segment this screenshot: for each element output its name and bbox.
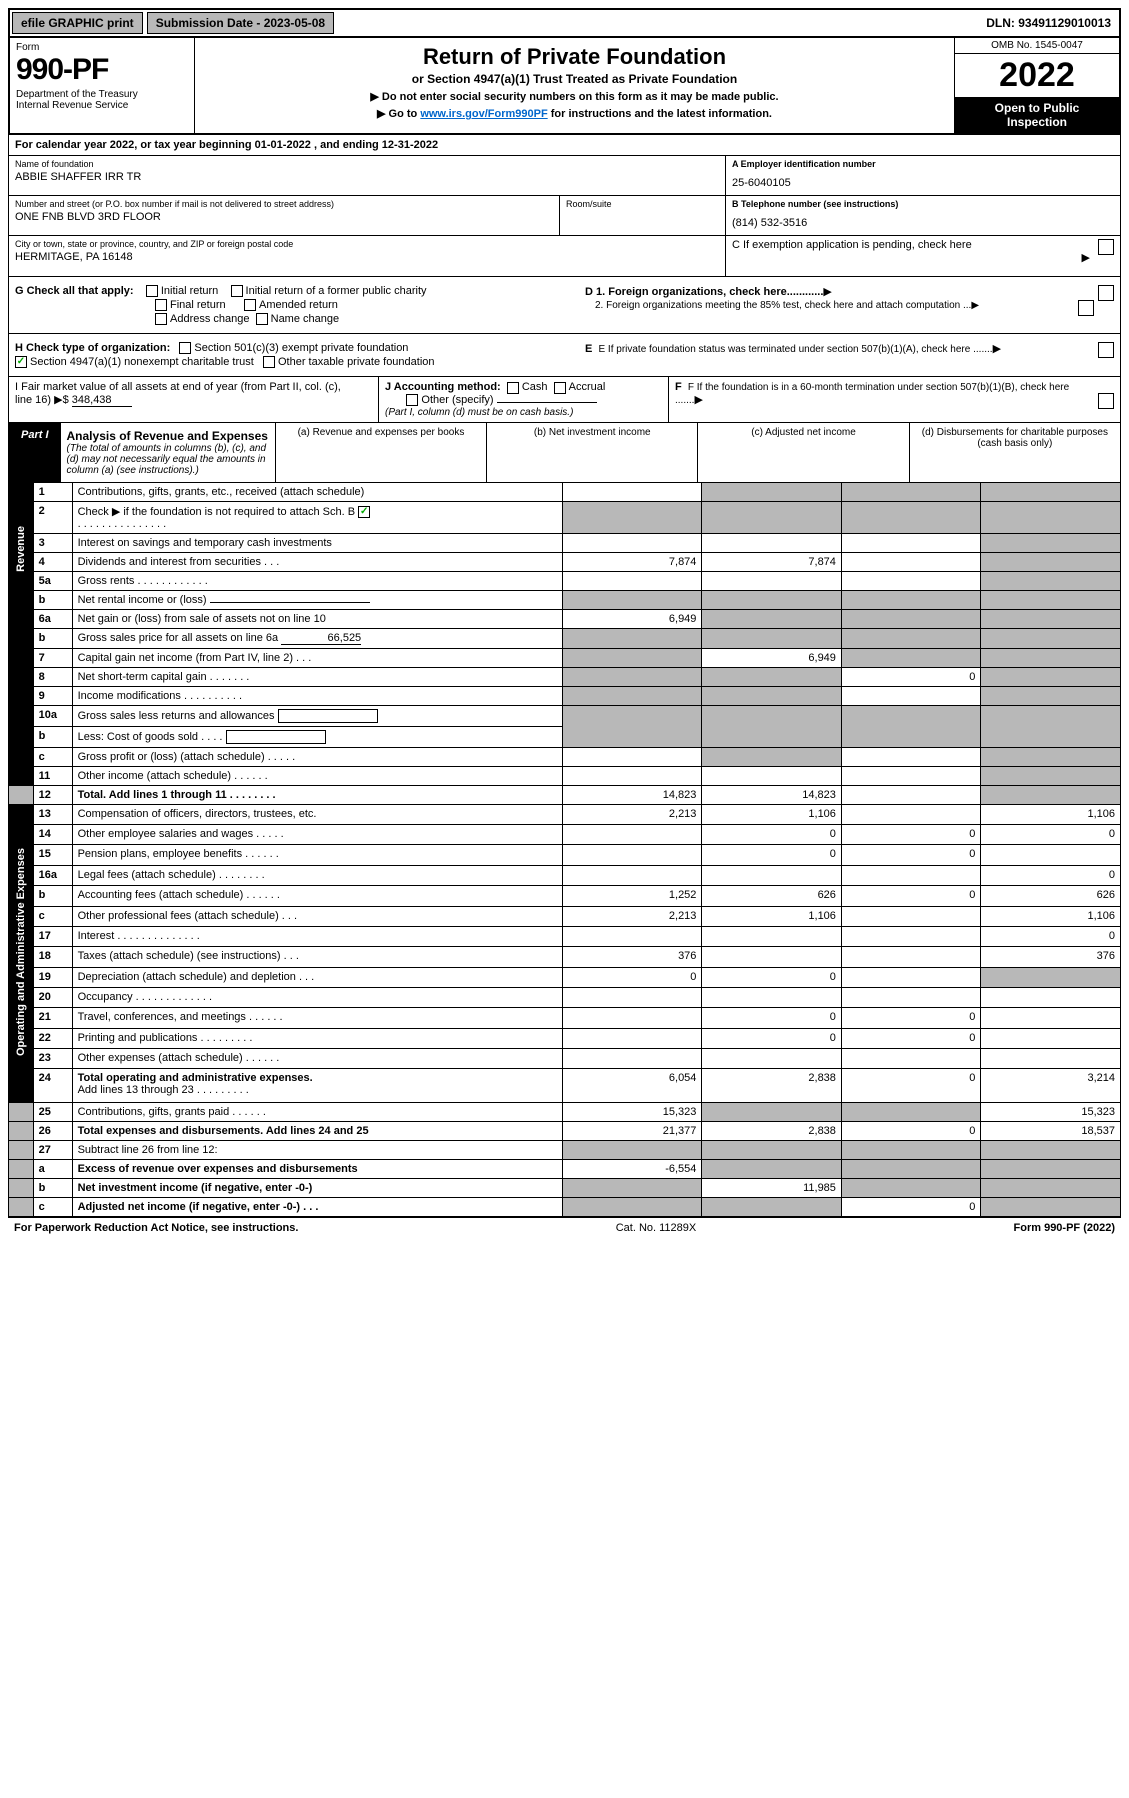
goto-prefix: ▶ Go to xyxy=(377,108,420,120)
h-4947[interactable] xyxy=(15,356,27,368)
j-accrual[interactable] xyxy=(554,382,566,394)
e-label: E If private foundation status was termi… xyxy=(598,344,992,355)
warn1: ▶ Do not enter social security numbers o… xyxy=(201,90,948,103)
form-ref: Form 990-PF (2022) xyxy=(1014,1222,1115,1234)
addr-value: ONE FNB BLVD 3RD FLOOR xyxy=(15,209,559,223)
g-amended[interactable] xyxy=(244,299,256,311)
g-initial-former[interactable] xyxy=(231,285,243,297)
cat-no: Cat. No. 11289X xyxy=(298,1222,1013,1234)
g-initial-return[interactable] xyxy=(146,285,158,297)
tax-year: 2022 xyxy=(955,54,1119,97)
h-label: H Check type of organization: xyxy=(15,342,170,354)
check-section: G Check all that apply: Initial return I… xyxy=(8,277,1121,334)
c-label: C If exemption application is pending, c… xyxy=(732,239,972,251)
d2-label: 2. Foreign organizations meeting the 85%… xyxy=(595,300,971,311)
g-label: G Check all that apply: xyxy=(15,285,134,297)
efile-button[interactable]: efile GRAPHIC print xyxy=(12,12,143,34)
f-label: F If the foundation is in a 60-month ter… xyxy=(675,382,1069,406)
e-checkbox[interactable] xyxy=(1098,342,1114,358)
part1-title: Analysis of Revenue and Expenses xyxy=(67,429,268,443)
pub2: Inspection xyxy=(1007,115,1067,129)
c-checkbox[interactable] xyxy=(1098,239,1114,255)
d1-checkbox[interactable] xyxy=(1098,285,1114,301)
i-label2: line 16) ▶$ xyxy=(15,394,72,406)
dept2: Internal Revenue Service xyxy=(16,100,188,111)
f-checkbox[interactable] xyxy=(1098,393,1114,409)
pub1: Open to Public xyxy=(995,101,1080,115)
j-note: (Part I, column (d) must be on cash basi… xyxy=(385,407,573,418)
dln: DLN: 93491129010013 xyxy=(978,13,1119,33)
goto-suffix: for instructions and the latest informat… xyxy=(548,108,772,120)
revenue-side: Revenue xyxy=(15,486,27,612)
part1-label: Part I xyxy=(9,423,61,482)
j-cash[interactable] xyxy=(507,382,519,394)
col-c: (c) Adjusted net income xyxy=(698,423,909,482)
ein-value: 25-6040105 xyxy=(732,169,1114,189)
city-label: City or town, state or province, country… xyxy=(15,239,719,249)
i-j-row: I Fair market value of all assets at end… xyxy=(8,377,1121,422)
h-501c3[interactable] xyxy=(179,342,191,354)
expenses-side: Operating and Administrative Expenses xyxy=(15,808,27,1096)
col-b: (b) Net investment income xyxy=(487,423,698,482)
d2-checkbox[interactable] xyxy=(1078,300,1094,316)
d1-label: D 1. Foreign organizations, check here..… xyxy=(585,286,823,298)
g-final[interactable] xyxy=(155,299,167,311)
col-d: (d) Disbursements for charitable purpose… xyxy=(910,423,1120,482)
footer: For Paperwork Reduction Act Notice, see … xyxy=(8,1217,1121,1238)
ein-label: A Employer identification number xyxy=(732,159,1114,169)
form-header: Form 990-PF Department of the Treasury I… xyxy=(8,38,1121,135)
foundation-name: ABBIE SHAFFER IRR TR xyxy=(15,169,719,183)
form-word: Form xyxy=(16,42,188,53)
h-other[interactable] xyxy=(263,356,275,368)
h-section: H Check type of organization: Section 50… xyxy=(8,334,1121,377)
form-subtitle: or Section 4947(a)(1) Trust Treated as P… xyxy=(201,72,948,86)
submission-date: Submission Date - 2023-05-08 xyxy=(147,12,334,34)
calendar-year-row: For calendar year 2022, or tax year begi… xyxy=(8,135,1121,156)
top-bar: efile GRAPHIC print Submission Date - 20… xyxy=(8,8,1121,38)
name-grid: Name of foundation ABBIE SHAFFER IRR TR … xyxy=(8,156,1121,277)
room-label: Room/suite xyxy=(566,199,719,209)
part1-note: (The total of amounts in columns (b), (c… xyxy=(67,443,267,476)
j-other[interactable] xyxy=(406,394,418,406)
schb-checkbox[interactable] xyxy=(358,506,370,518)
addr-label: Number and street (or P.O. box number if… xyxy=(15,199,559,209)
form-number: 990-PF xyxy=(16,53,188,87)
omb: OMB No. 1545-0047 xyxy=(955,38,1119,54)
part1-header: Part I Analysis of Revenue and Expenses … xyxy=(8,423,1121,483)
paperwork-notice: For Paperwork Reduction Act Notice, see … xyxy=(14,1222,298,1234)
tel-label: B Telephone number (see instructions) xyxy=(732,199,1114,209)
irs-link[interactable]: www.irs.gov/Form990PF xyxy=(420,108,547,120)
name-label: Name of foundation xyxy=(15,159,719,169)
j-label: J Accounting method: xyxy=(385,381,501,393)
city-value: HERMITAGE, PA 16148 xyxy=(15,249,719,263)
dept1: Department of the Treasury xyxy=(16,89,188,100)
tel-value: (814) 532-3516 xyxy=(732,209,1114,229)
g-addr-change[interactable] xyxy=(155,313,167,325)
fmv-value: 348,438 xyxy=(72,394,132,407)
i-label1: I Fair market value of all assets at end… xyxy=(15,381,341,393)
form-title: Return of Private Foundation xyxy=(201,44,948,70)
g-name-change[interactable] xyxy=(256,313,268,325)
col-a: (a) Revenue and expenses per books xyxy=(276,423,487,482)
main-table: Revenue 1Contributions, gifts, grants, e… xyxy=(8,483,1121,1217)
